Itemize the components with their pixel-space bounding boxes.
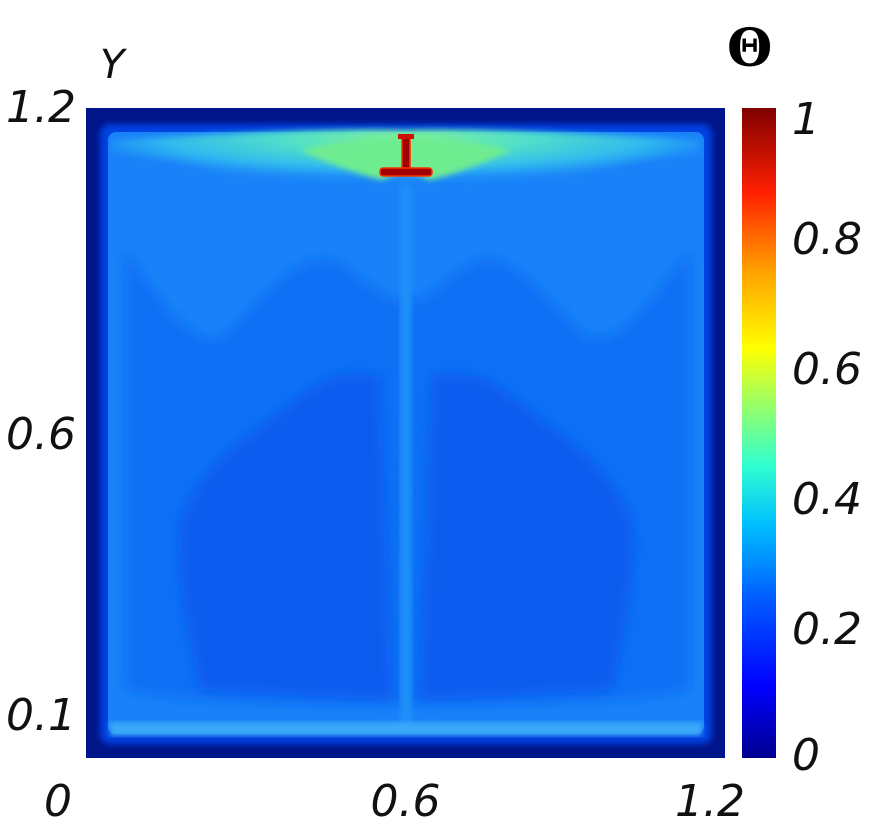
center-plume (400, 185, 412, 730)
heat-source-stem (401, 135, 411, 171)
y-axis-label: Y (100, 42, 128, 88)
y-tick-labels: 0.1 0.6 1.2 (6, 82, 76, 741)
x-tick-label: 1.2 (675, 776, 745, 825)
heat-source-cap (398, 134, 414, 139)
colorbar-tick-label: 0.4 (792, 474, 862, 525)
x-tick-labels: 0 0.6 1.2 (44, 776, 745, 825)
bottom-warm-band (110, 722, 702, 736)
x-tick-label: 0.6 (371, 776, 441, 825)
core-left (179, 375, 392, 700)
colorbar: Θ 0 0.2 0.4 0.6 0.8 1 (727, 18, 862, 781)
colorbar-tick-labels: 0 0.2 0.4 0.6 0.8 1 (792, 94, 862, 781)
colorbar-tick-label: 0 (792, 730, 820, 781)
heat-source (379, 134, 433, 177)
core-right (420, 375, 633, 700)
y-tick-label: 0.1 (6, 690, 76, 741)
colorbar-tick-label: 1 (792, 94, 820, 145)
y-tick-label: 1.2 (6, 82, 76, 133)
y-tick-label: 0.6 (6, 409, 76, 460)
colorbar-gradient (742, 108, 776, 758)
colorbar-tick-label: 0.2 (792, 604, 862, 655)
colorbar-title: Θ (727, 18, 772, 79)
temperature-field (86, 108, 725, 758)
x-tick-label: 0 (44, 776, 72, 825)
colorbar-tick-label: 0.6 (792, 344, 862, 395)
heat-source-base (379, 167, 433, 177)
colorbar-tick-label: 0.8 (792, 214, 862, 265)
